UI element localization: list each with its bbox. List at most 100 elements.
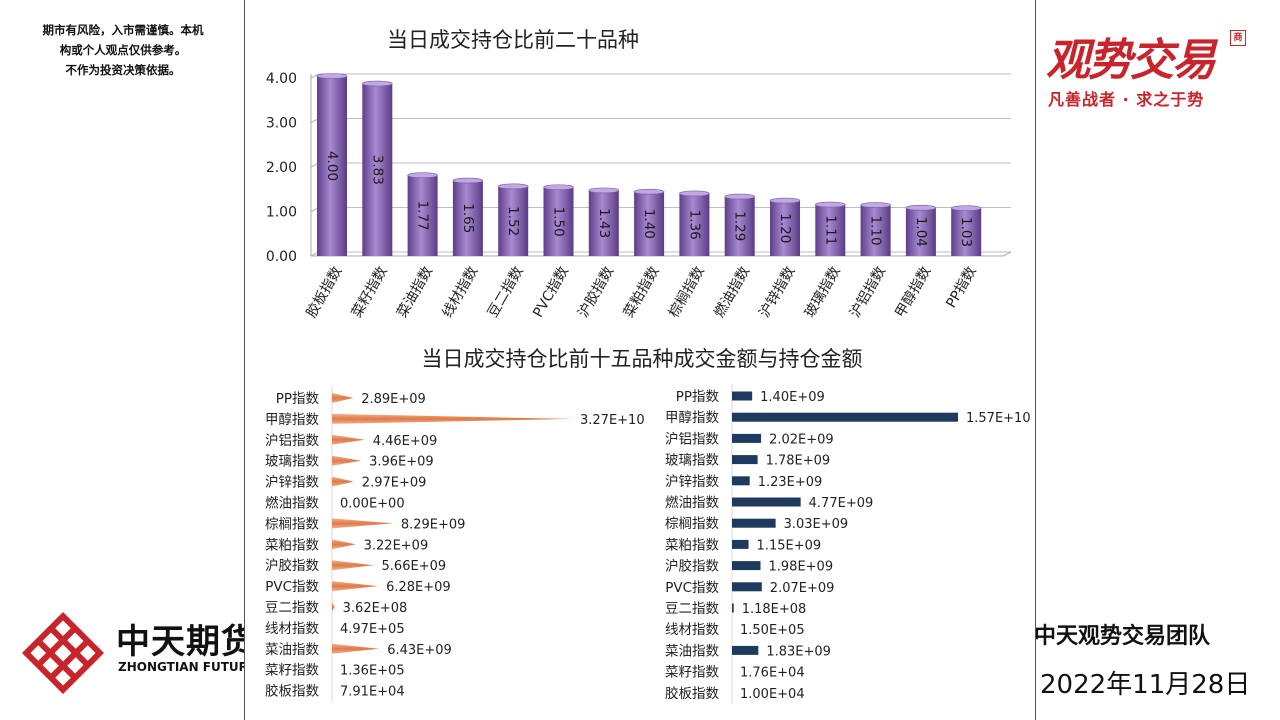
bar bbox=[362, 83, 393, 256]
data-label: 1.00E+04 bbox=[740, 687, 805, 702]
cone-bar bbox=[332, 455, 362, 466]
category-label: 沪锌指数 bbox=[265, 475, 319, 491]
company-name-cn: 中天期货 bbox=[116, 622, 256, 662]
data-label: 1.77 bbox=[415, 201, 431, 231]
x-tick-label: 棕榈指数 bbox=[666, 264, 708, 320]
company-logo: 中天期货 ZHONGTIAN FUTURES bbox=[18, 608, 265, 698]
data-label: 0.00E+00 bbox=[340, 497, 405, 512]
team-name: 中天观势交易团队 bbox=[1034, 624, 1211, 649]
category-label: PP指数 bbox=[276, 391, 320, 407]
bar-cap bbox=[362, 80, 393, 87]
bar bbox=[905, 207, 936, 256]
bar bbox=[732, 518, 776, 528]
data-label: 2.89E+09 bbox=[361, 392, 426, 407]
disclaimer-line: 期市有风险，入市需谨慎。本机 bbox=[42, 23, 204, 37]
data-label: 1.11 bbox=[822, 215, 838, 245]
bar bbox=[543, 187, 574, 256]
top-bar-chart: 0.00 1.00 2.00 3.00 4.00 4.00 胶板指数 3.83 菜籽指数 1.77… bbox=[266, 71, 1012, 321]
data-label: 1.76E+04 bbox=[740, 666, 805, 681]
bar bbox=[452, 180, 483, 256]
category-label: 菜粕指数 bbox=[665, 537, 719, 553]
y-tick-label: 4.00 bbox=[266, 71, 297, 87]
brand-seal: 商 bbox=[1230, 30, 1246, 46]
bar-cap bbox=[588, 187, 620, 194]
bar bbox=[588, 190, 619, 256]
turnover-amount-chart: PP指数 2.89E+09 甲醇指数 3.27E+10 沪铝指数 4.46E+09 玻璃指数… bbox=[265, 386, 645, 702]
category-label: 甲醇指数 bbox=[265, 411, 319, 428]
cone-bar bbox=[332, 518, 393, 529]
brand-slogan: 凡善战者 · 求之于势 bbox=[1048, 90, 1205, 109]
category-label: 菜油指数 bbox=[265, 642, 319, 658]
category-label: 沪铝指数 bbox=[665, 431, 719, 447]
bar bbox=[732, 497, 801, 507]
x-tick-label: PP指数 bbox=[943, 264, 979, 311]
data-label: 3.62E+08 bbox=[343, 601, 408, 616]
data-label: 1.04 bbox=[913, 217, 929, 247]
bar bbox=[732, 476, 750, 486]
cone-bar bbox=[332, 393, 354, 403]
data-label: 2.97E+09 bbox=[362, 476, 427, 491]
company-name-en: ZHONGTIAN FUTURES bbox=[118, 660, 265, 674]
data-label: 6.43E+09 bbox=[387, 643, 452, 658]
category-label: 菜油指数 bbox=[665, 643, 719, 659]
gridline-diag bbox=[310, 73, 320, 79]
category-label: 线材指数 bbox=[665, 622, 719, 638]
bar-cap bbox=[769, 197, 801, 204]
x-tick-label: 甲醇指数 bbox=[892, 264, 935, 321]
bar bbox=[732, 603, 734, 613]
bar bbox=[732, 391, 753, 401]
bar bbox=[732, 412, 958, 422]
cone-bar bbox=[332, 476, 354, 487]
brand-title: 观势交易 bbox=[1046, 35, 1216, 86]
bar bbox=[498, 186, 529, 256]
bar bbox=[732, 455, 758, 465]
bar bbox=[732, 645, 759, 655]
cone-bar bbox=[332, 643, 380, 654]
data-label: 1.50E+05 bbox=[740, 623, 805, 638]
cone-bar bbox=[332, 413, 572, 424]
bar bbox=[815, 204, 846, 256]
data-label: 1.15E+09 bbox=[757, 538, 822, 553]
data-label: 4.46E+09 bbox=[373, 434, 438, 449]
cone-bar bbox=[332, 539, 356, 550]
data-label: 1.98E+09 bbox=[769, 560, 834, 575]
data-label: 4.00 bbox=[324, 151, 340, 181]
x-tick-label: 豆二指数 bbox=[485, 264, 527, 320]
x-tick-label: 沪锌指数 bbox=[757, 264, 799, 320]
data-label: 1.57E+10 bbox=[966, 411, 1031, 426]
data-label: 1.40 bbox=[641, 209, 657, 239]
bar-cap bbox=[905, 204, 937, 211]
category-label: 燃油指数 bbox=[665, 494, 719, 511]
x-tick-label: 沪胶指数 bbox=[575, 264, 618, 321]
bar-cap bbox=[316, 73, 348, 79]
cone-bar bbox=[332, 434, 365, 445]
bar bbox=[732, 582, 762, 592]
bar bbox=[732, 433, 762, 443]
data-label: 1.03 bbox=[958, 217, 974, 247]
bar-cap bbox=[679, 190, 710, 197]
category-label: 菜籽指数 bbox=[265, 663, 319, 679]
open-interest-amount-chart: PP指数 1.40E+09 甲醇指数 1.57E+10 沪铝指数 2.02E+09 玻璃指数… bbox=[665, 384, 1031, 704]
category-label: PVC指数 bbox=[665, 580, 719, 596]
category-label: 线材指数 bbox=[265, 621, 319, 637]
y-tick-label: 2.00 bbox=[266, 160, 297, 176]
x-tick-label: 沪铝指数 bbox=[847, 264, 889, 320]
bar-cap bbox=[452, 177, 484, 184]
bar-cap bbox=[814, 201, 846, 208]
data-label: 3.83 bbox=[369, 155, 385, 185]
category-label: 菜籽指数 bbox=[665, 665, 719, 681]
data-label: 4.97E+05 bbox=[340, 622, 405, 637]
category-label: 豆二指数 bbox=[665, 601, 719, 617]
x-tick-label: 菜油指数 bbox=[394, 264, 436, 320]
data-label: 1.18E+08 bbox=[742, 602, 807, 617]
bar bbox=[407, 175, 438, 256]
data-label: 1.78E+09 bbox=[766, 454, 831, 469]
bar bbox=[732, 539, 749, 549]
bar-cap bbox=[407, 172, 438, 179]
category-label: 棕榈指数 bbox=[265, 516, 319, 532]
x-tick-label: 菜粕指数 bbox=[621, 264, 663, 320]
data-label: 1.65 bbox=[460, 203, 476, 233]
category-label: 棕榈指数 bbox=[665, 516, 719, 532]
bar bbox=[634, 191, 665, 256]
data-label: 2.02E+09 bbox=[769, 432, 834, 447]
